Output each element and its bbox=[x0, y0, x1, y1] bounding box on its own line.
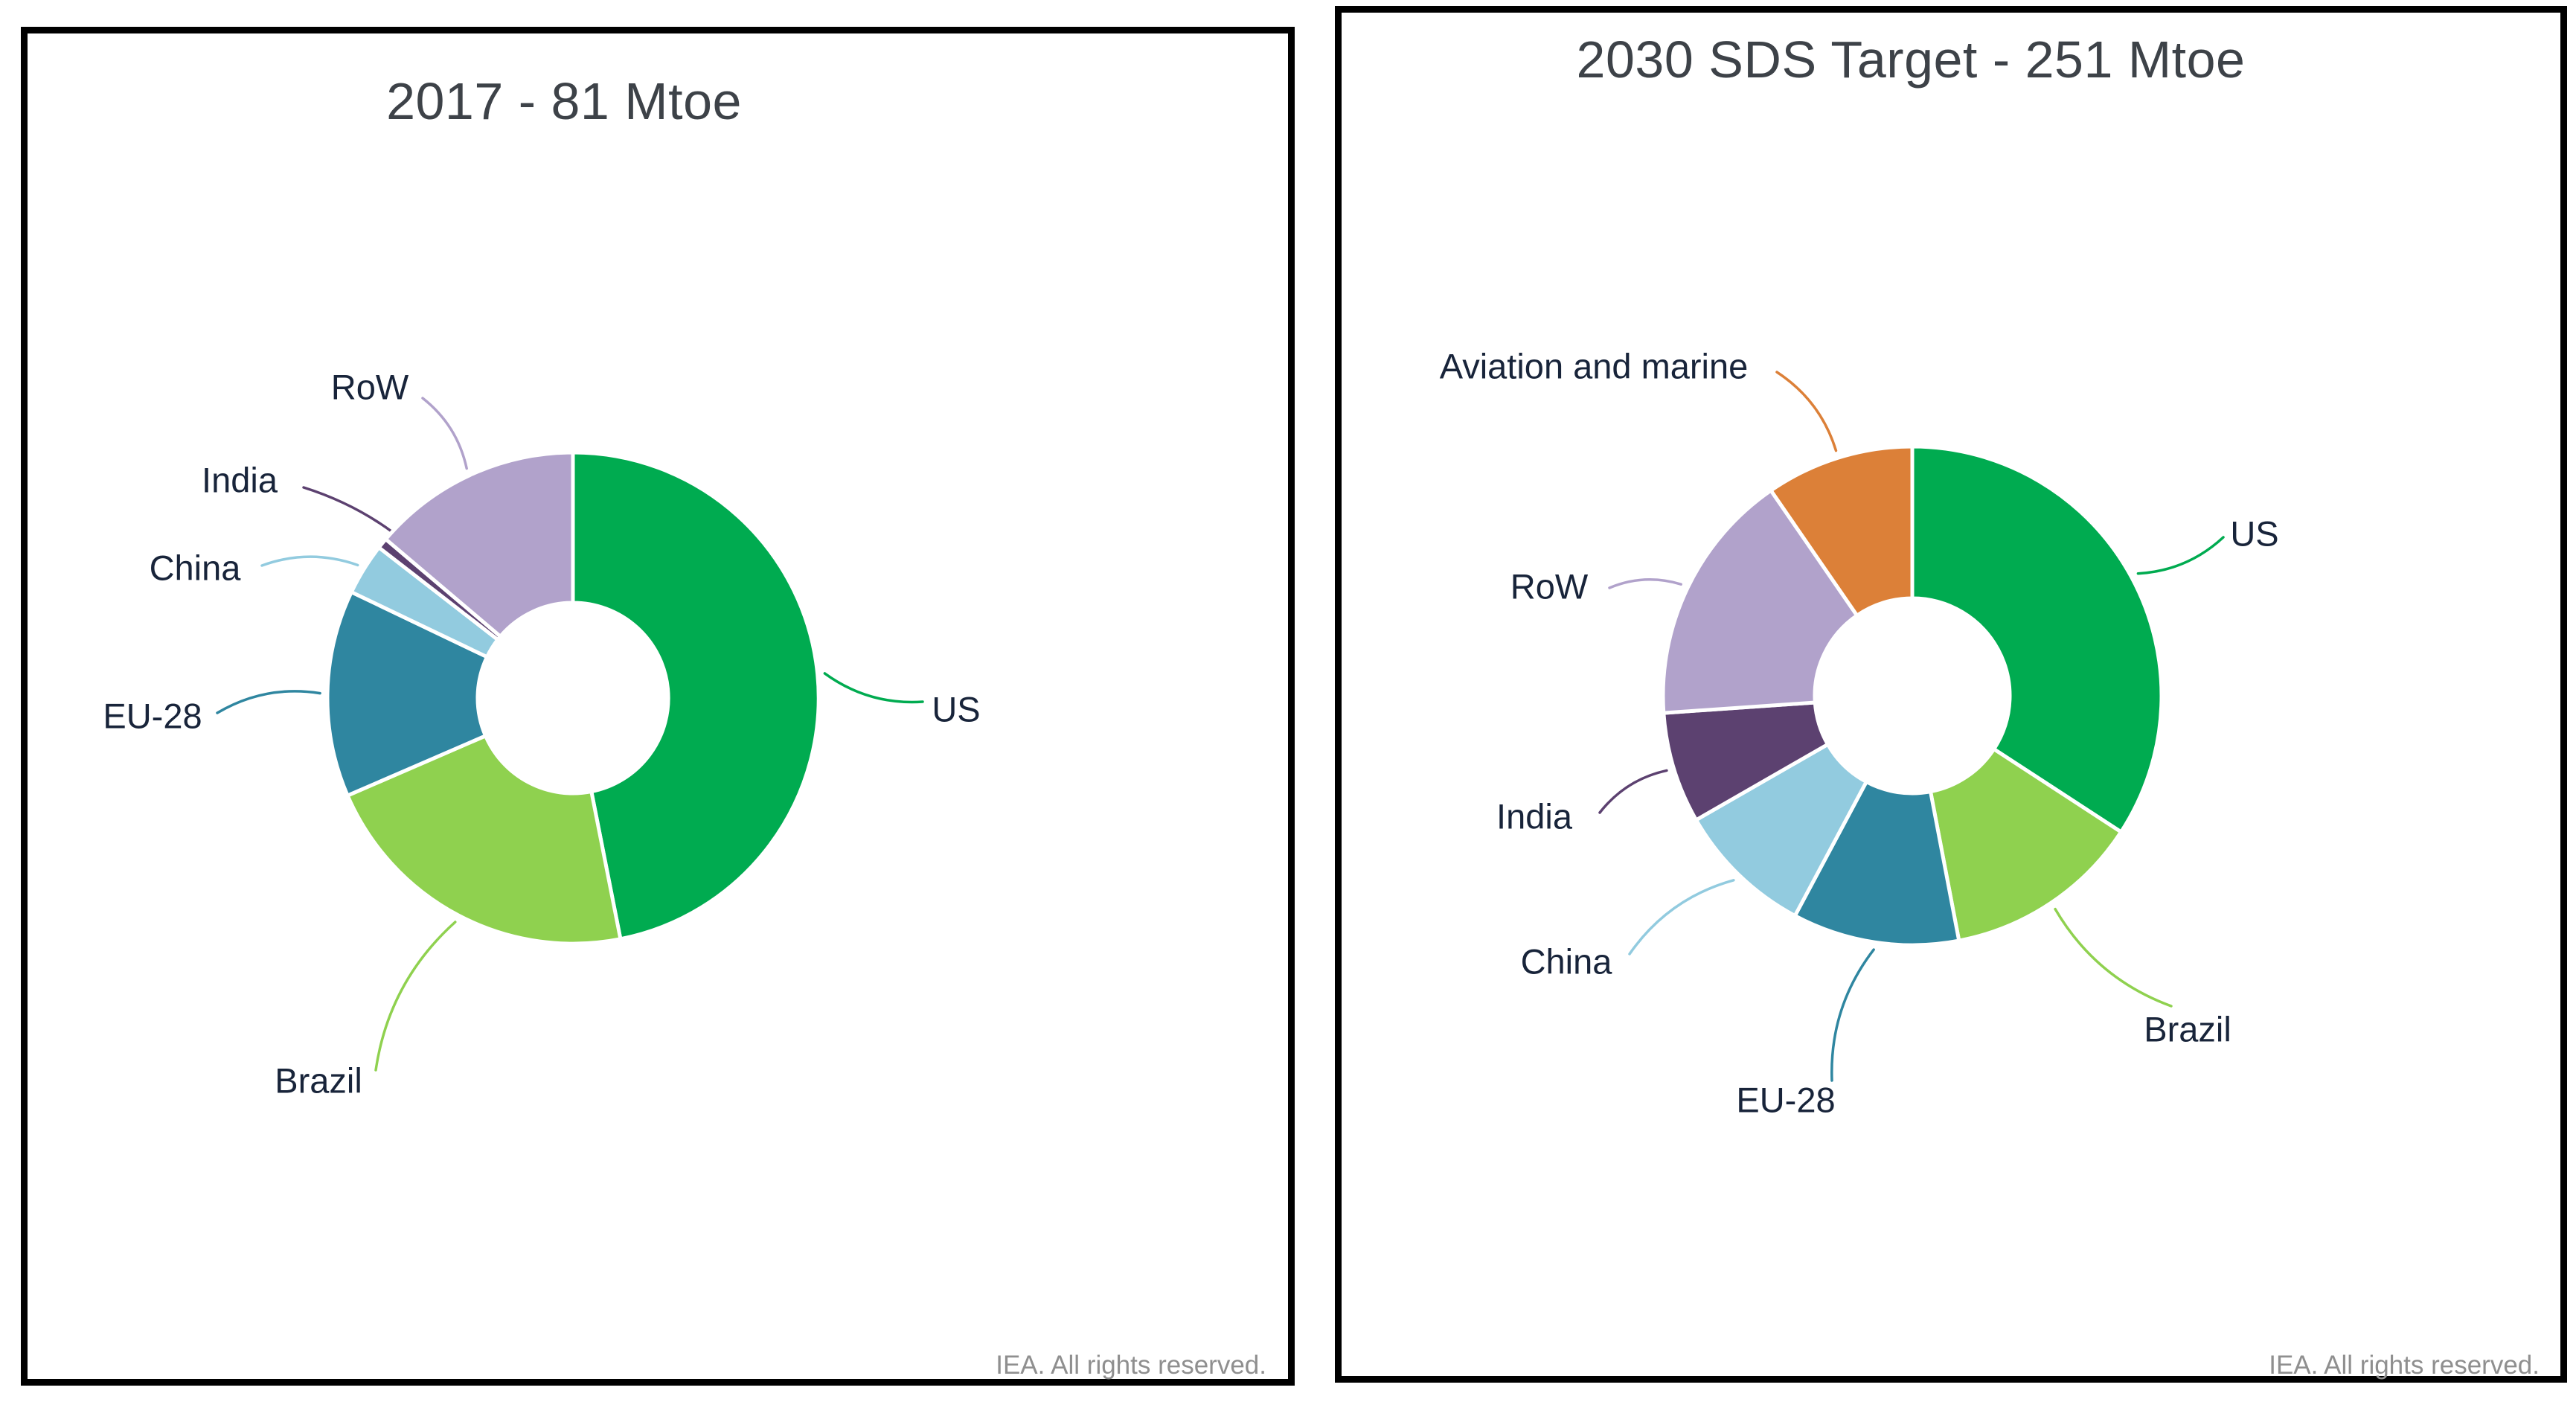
segment-2017-row[interactable] bbox=[383, 450, 575, 638]
chart-title-2030-sds: 2030 SDS Target - 251 Mtoe bbox=[1576, 31, 2246, 89]
leader-line-2017-eu-28 bbox=[216, 690, 321, 714]
leader-line-2030-row bbox=[1608, 578, 1682, 589]
leader-line-2017-row bbox=[421, 397, 468, 470]
leader-line-2030-china bbox=[1628, 879, 1735, 956]
footer-2017-iea-rights: IEA. All rights reserved. bbox=[996, 1351, 1266, 1380]
leader-line-2030-aviation-and-marine bbox=[1775, 371, 1838, 452]
chart-title-2017: 2017 - 81 Mtoe bbox=[386, 72, 742, 130]
segment-2017-eu-28[interactable] bbox=[325, 590, 489, 798]
leader-line-2030-eu-28 bbox=[1830, 948, 1875, 1082]
label-2017-us: US bbox=[932, 689, 981, 729]
label-2030-china: China bbox=[1520, 941, 1612, 982]
label-2017-row: RoW bbox=[330, 367, 409, 407]
label-2030-row: RoW bbox=[1510, 566, 1589, 606]
label-2030-aviation-and-marine: Aviation and marine bbox=[1439, 346, 1749, 386]
leader-line-2030-india bbox=[1598, 769, 1668, 814]
leader-line-2017-us bbox=[823, 672, 924, 704]
segment-2017-brazil[interactable] bbox=[345, 734, 623, 946]
segment-2017-us[interactable] bbox=[571, 450, 821, 941]
label-2030-eu-28: EU-28 bbox=[1736, 1080, 1836, 1120]
label-2030-india: India bbox=[1496, 796, 1572, 836]
panel-2017 bbox=[21, 27, 1295, 1386]
label-2017-india: India bbox=[202, 460, 278, 500]
label-2017-china: China bbox=[149, 548, 241, 588]
leader-line-2017-china bbox=[260, 555, 359, 567]
segment-2030-china[interactable] bbox=[1694, 742, 1868, 918]
label-2017-eu-28: EU-28 bbox=[103, 696, 202, 736]
segment-2030-aviation-and-marine[interactable] bbox=[1769, 444, 1915, 618]
segment-2030-us[interactable] bbox=[1910, 444, 2164, 834]
segment-2030-brazil[interactable] bbox=[1929, 747, 2124, 943]
label-2030-us: US bbox=[2230, 513, 2279, 554]
leader-line-2017-brazil bbox=[374, 921, 457, 1072]
footer-2030-iea-rights: IEA. All rights reserved. bbox=[2269, 1351, 2540, 1380]
leader-line-2030-us bbox=[2136, 536, 2225, 575]
label-2030-brazil: Brazil bbox=[2144, 1009, 2231, 1049]
segment-2030-eu-28[interactable] bbox=[1792, 780, 1961, 947]
panel-2030-sds bbox=[1335, 6, 2567, 1383]
label-2017-brazil: Brazil bbox=[275, 1060, 362, 1101]
leader-line-2030-brazil bbox=[2054, 907, 2173, 1008]
